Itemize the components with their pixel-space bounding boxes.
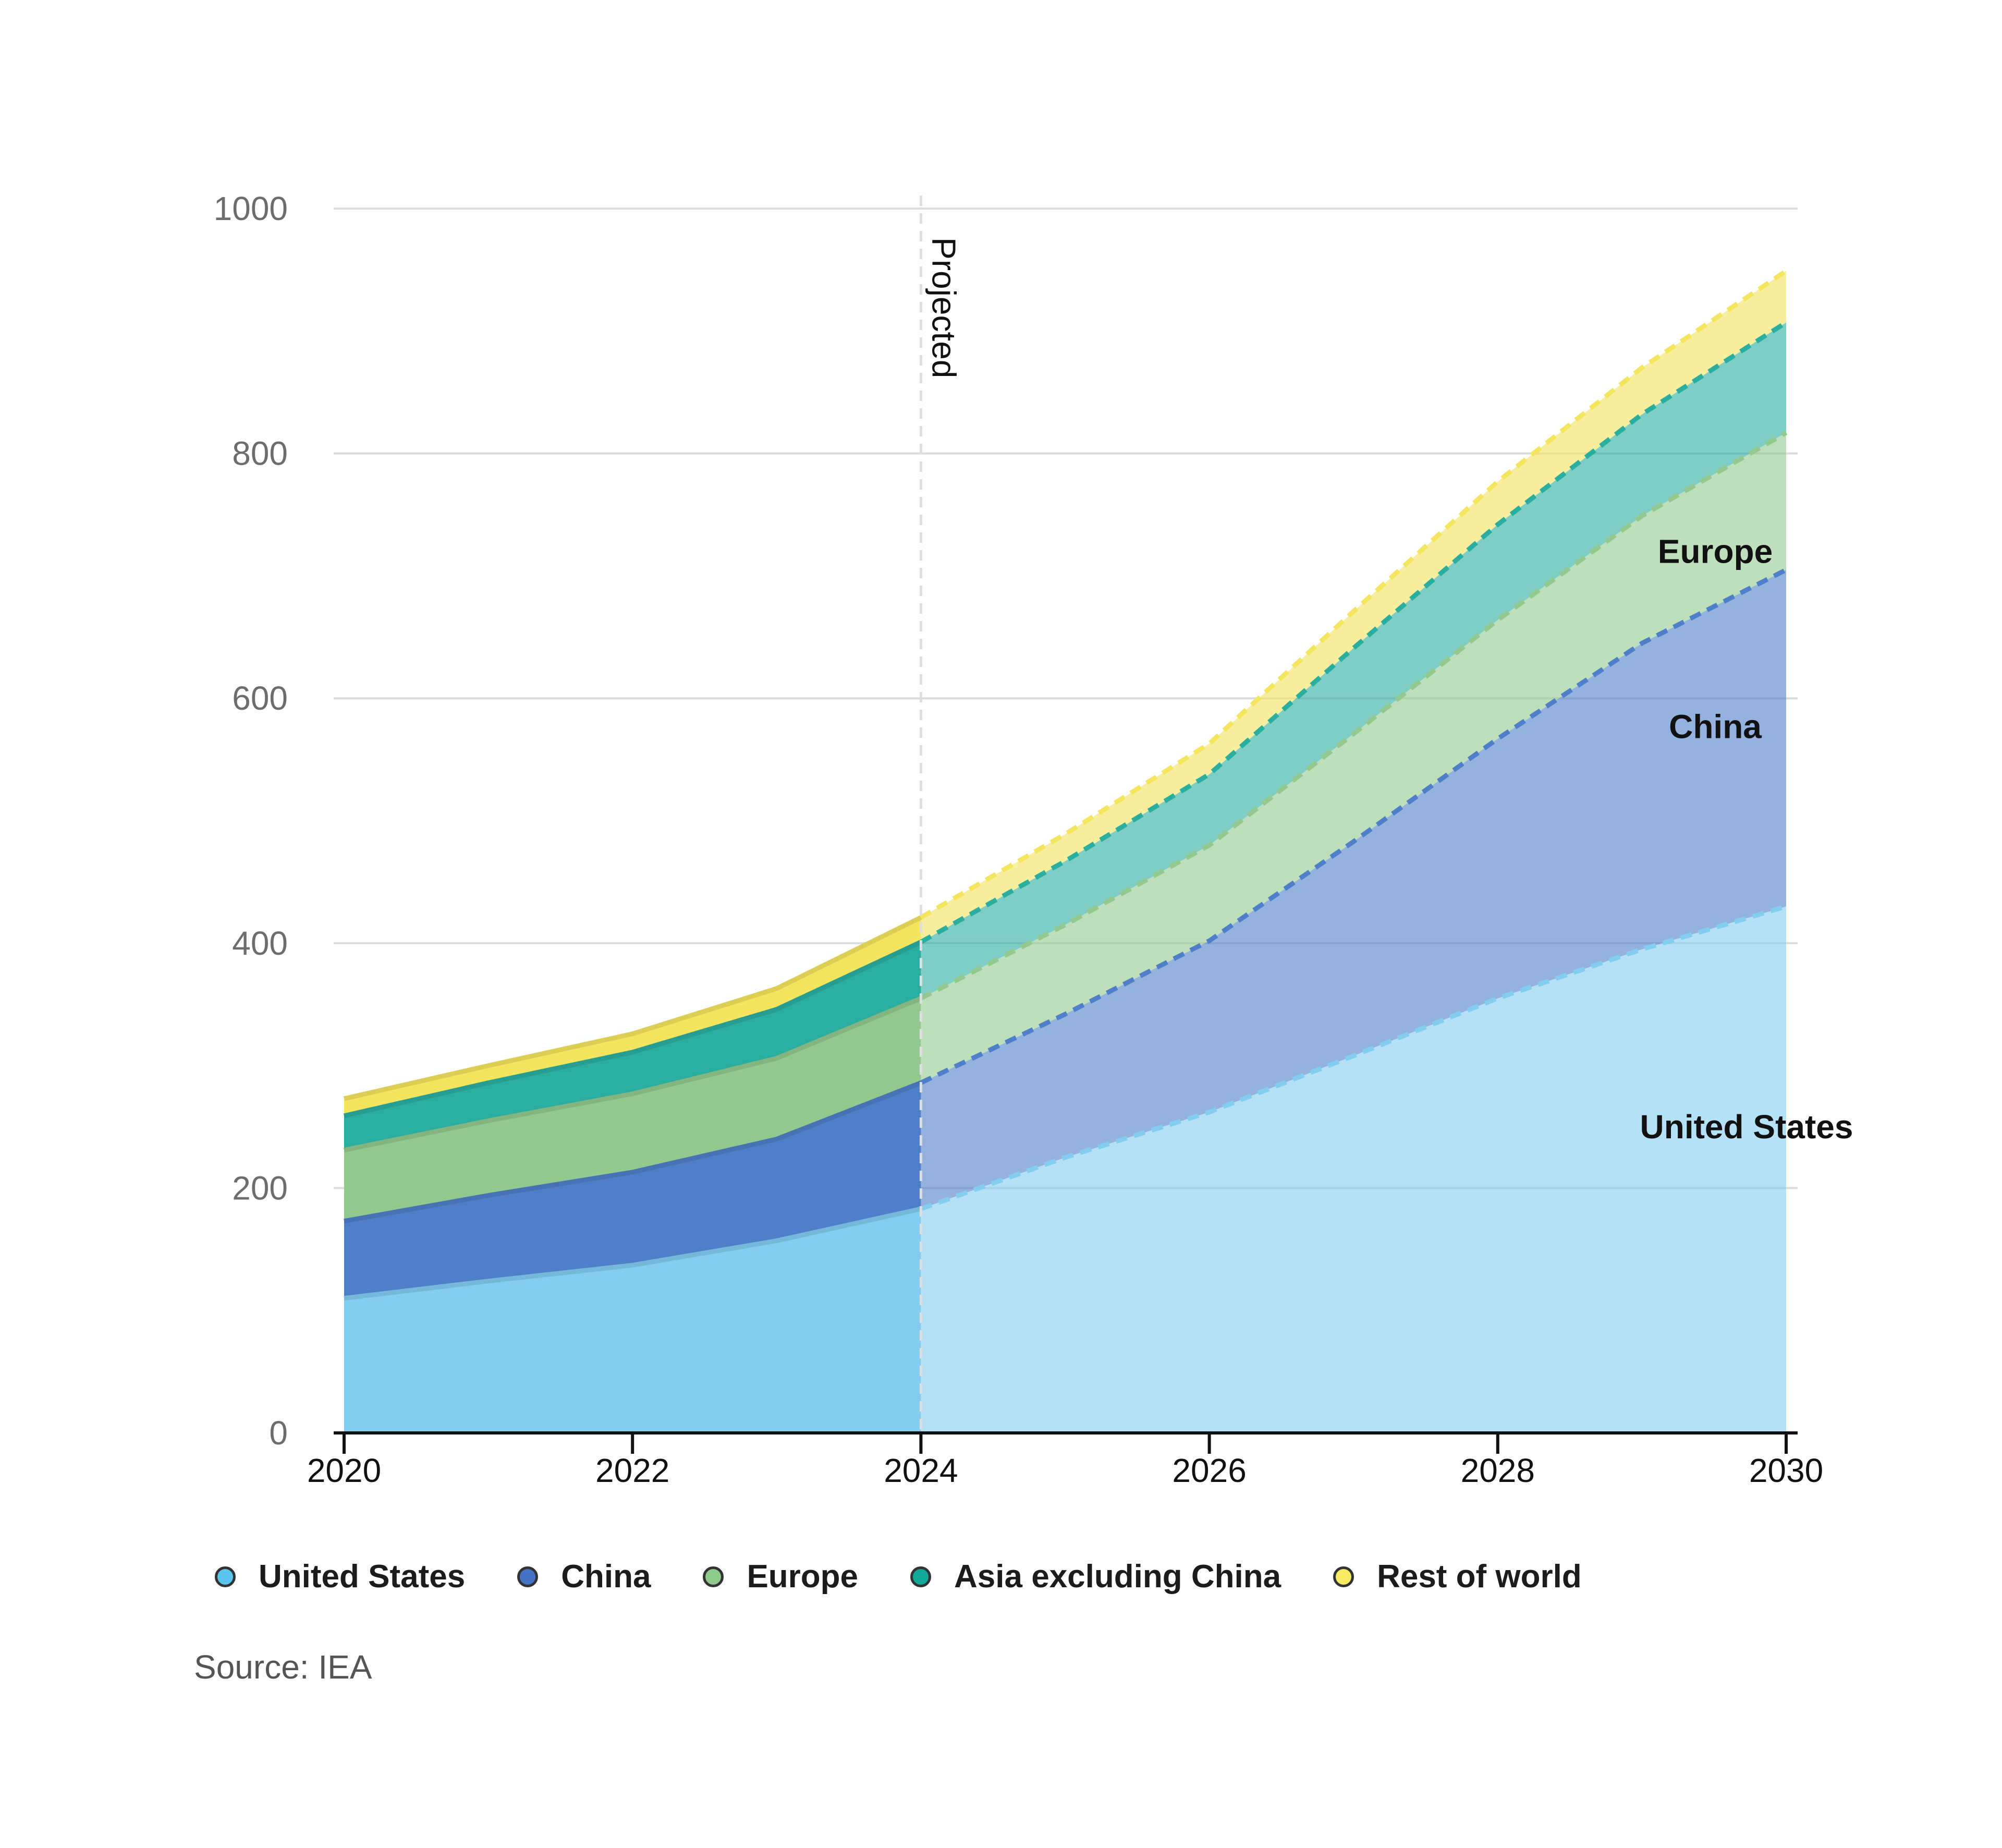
line-asia-excluding-china-historical [343,940,922,1118]
x-tick-label-2020: 2020 [307,1452,381,1489]
area-europe-projected [921,432,1786,1083]
area-united-states-projected [921,906,1786,1433]
line-united-states-historical [344,1206,922,1301]
line-rest-of-world-projected [920,269,1788,920]
x-tick-label-2022: 2022 [595,1452,669,1489]
x-tick-label-2026: 2026 [1172,1452,1246,1489]
area-rest-of-world-projected [921,271,1786,942]
line-rest-of-world-historical [343,915,922,1101]
legend-swatch-china [517,1566,539,1587]
legend-swatch-asia-excluding-china [910,1566,932,1587]
line-europe-historical [344,996,922,1153]
legend-swatch-united-states [215,1566,236,1587]
legend-item-united-states[interactable]: United States [215,1558,465,1595]
legend-item-china[interactable]: China [517,1558,651,1595]
legend-item-asia-excluding-china[interactable]: Asia excluding China [910,1558,1281,1595]
y-tick-label-800: 800 [232,435,288,472]
area-asia-excluding-china-historical [344,942,921,1150]
x-tick-label-2030: 2030 [1749,1452,1823,1489]
x-tick-label-2024: 2024 [884,1452,958,1489]
legend-swatch-europe [703,1566,724,1587]
legend-label-china: China [561,1559,651,1595]
line-china-projected [920,567,1788,1085]
legend-item-europe[interactable]: Europe [703,1558,858,1595]
area-united-states-historical [344,1209,921,1433]
legend-label-rest-of-world: Rest of world [1377,1559,1582,1595]
legend-item-rest-of-world[interactable]: Rest of world [1333,1558,1582,1595]
y-tick-label-1000: 1000 [214,190,288,227]
inline-label-united-states: United States [1640,1108,1853,1146]
area-asia-excluding-china-projected [921,322,1786,999]
y-tick-label-200: 200 [232,1169,288,1207]
line-united-states-projected [920,904,1787,1211]
stacked-area-chart: Projected 2020 2022 2024 2026 2028 2030 0 200 400… [214,190,1853,1489]
legend: United States China Europe Asia excludin… [215,1558,1634,1595]
area-europe-historical [344,998,921,1221]
inline-label-china: China [1669,708,1762,746]
legend-label-europe: Europe [747,1559,859,1595]
area-china-projected [921,569,1786,1209]
projected-label: Projected [925,237,962,378]
area-china-historical [344,1083,921,1298]
legend-label-united-states: United States [259,1559,466,1595]
legend-label-asia-excluding-china: Asia excluding China [954,1559,1281,1595]
y-tick-label-400: 400 [232,925,288,962]
source-note: Source: IEA [194,1648,372,1686]
x-tick-label-2028: 2028 [1461,1452,1535,1489]
y-tick-label-600: 600 [232,679,288,717]
line-europe-projected [920,430,1788,1001]
legend-swatch-rest-of-world [1333,1566,1354,1587]
line-china-historical [344,1080,922,1224]
inline-label-europe: Europe [1658,533,1773,570]
y-tick-label-0: 0 [269,1414,288,1452]
